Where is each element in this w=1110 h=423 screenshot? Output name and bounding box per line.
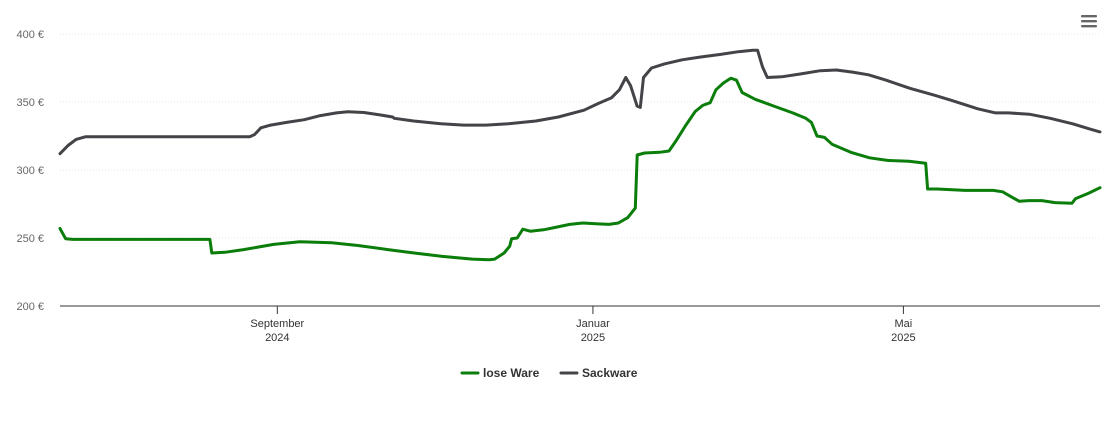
series-line-sackware[interactable]	[58, 48, 1102, 156]
x-tick-label-month: Januar	[576, 318, 610, 330]
y-tick-label-200: 200 €	[16, 301, 44, 313]
grid	[60, 33, 1100, 239]
y-axis-ticks: 200 € 250 € 300 € 350 € 400 €	[16, 29, 44, 313]
y-tick-label-300: 300 €	[16, 165, 44, 177]
series-line-lose-ware[interactable]	[58, 76, 1102, 262]
y-tick-label-400: 400 €	[16, 29, 44, 41]
series	[58, 48, 1102, 262]
x-tick-label-year: 2024	[265, 332, 289, 344]
x-tick-label-month: Mai	[895, 318, 913, 330]
y-tick-label-350: 350 €	[16, 97, 44, 109]
hamburger-menu-icon[interactable]	[1081, 15, 1097, 28]
legend-item-lose-ware[interactable]: lose Ware	[460, 366, 540, 380]
y-tick-label-250: 250 €	[16, 233, 44, 245]
legend-label: Sackware	[582, 366, 638, 380]
x-tick-label-year: 2025	[891, 332, 915, 344]
x-tick-label-year: 2025	[581, 332, 605, 344]
legend-item-sackware[interactable]: Sackware	[559, 366, 638, 380]
x-tick-label-month: September	[250, 318, 304, 330]
legend[interactable]: lose Ware Sackware	[460, 366, 638, 380]
x-axis: September 2024 Januar 2025 Mai 2025	[60, 305, 1100, 344]
legend-label: lose Ware	[483, 366, 540, 380]
